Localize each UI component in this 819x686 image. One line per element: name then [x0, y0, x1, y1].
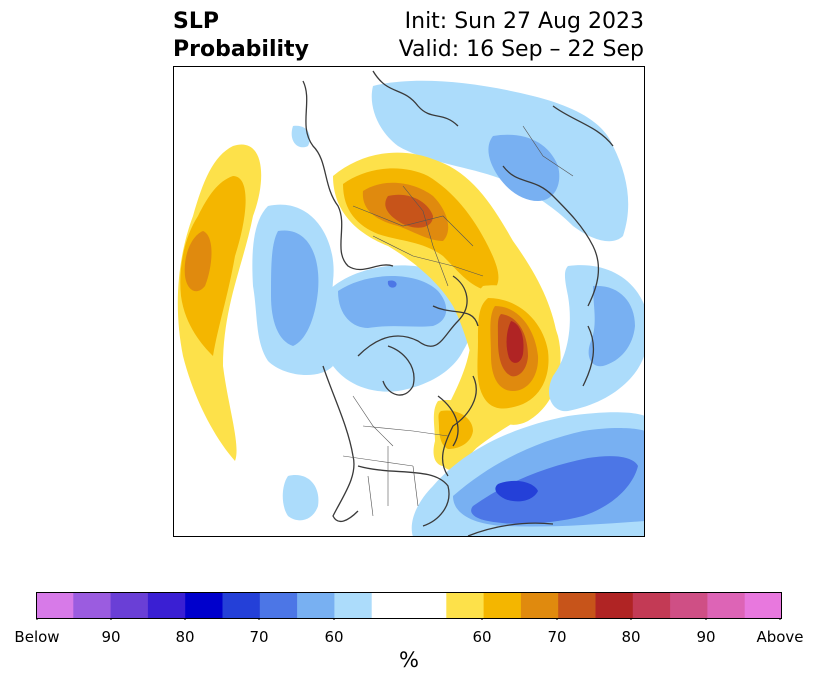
eurasia-negative-region — [291, 80, 629, 242]
init-date: Init: Sun 27 Aug 2023 — [404, 9, 644, 34]
colorbar-tick-label: 70 — [547, 628, 567, 646]
map-frame — [173, 66, 645, 537]
valid-range: Valid: 16 Sep – 22 Sep — [398, 37, 644, 62]
arctic-negative-region — [318, 265, 474, 392]
colorbar-segment — [371, 592, 410, 619]
colorbar-segment — [446, 592, 485, 619]
colorbar-tick-label: 60 — [324, 628, 344, 646]
title-field: Probability — [173, 37, 309, 62]
colorbar-tick-label: 90 — [101, 628, 121, 646]
colorbar-segment — [483, 592, 522, 619]
alaska-negative-region — [252, 204, 334, 376]
colorbar-segment — [707, 592, 746, 619]
colorbar-segment — [36, 592, 74, 619]
colorbar-segment — [259, 592, 298, 619]
colorbar-segment — [147, 592, 186, 619]
country-borders — [342, 125, 574, 517]
colorbar-unit: % — [399, 648, 419, 672]
colorbar-tick-label: 90 — [696, 628, 716, 646]
north-atlantic-negative-region — [549, 265, 645, 412]
colorbar-segment — [632, 592, 671, 619]
atlantic-negative-region — [411, 412, 645, 537]
colorbar — [36, 592, 782, 620]
colorbar-ticks — [36, 619, 781, 620]
colorbar-segment — [110, 592, 149, 619]
colorbar-frame — [36, 592, 782, 619]
colorbar-segment — [409, 592, 447, 619]
colorbar-tick-label: Above — [756, 628, 804, 646]
north-america-negative-region — [282, 475, 319, 521]
colorbar-segment — [595, 592, 634, 619]
coastlines — [302, 70, 614, 537]
colorbar-segment — [744, 592, 782, 619]
colorbar-tick-label: 60 — [472, 628, 492, 646]
colorbar-tick-label: 80 — [621, 628, 641, 646]
colorbar-segment — [73, 592, 112, 619]
colorbar-segment — [558, 592, 596, 619]
probability-map — [173, 66, 645, 537]
colorbar-segment — [297, 592, 335, 619]
map-title-left: SLP Probability — [173, 8, 309, 64]
colorbar-segments — [36, 592, 782, 619]
colorbar-tick-label: 80 — [175, 628, 195, 646]
pacific-positive-region — [177, 144, 262, 461]
colorbar-segment — [670, 592, 708, 619]
colorbar-tick-label: 70 — [249, 628, 269, 646]
colorbar-segment — [222, 592, 261, 619]
colorbar-tick-label: Below — [14, 628, 60, 646]
colorbar-segment — [520, 592, 559, 619]
colorbar-segment — [334, 592, 373, 619]
map-title-right: Init: Sun 27 Aug 2023 Valid: 16 Sep – 22… — [399, 8, 644, 64]
title-variable: SLP — [173, 9, 219, 34]
colorbar-segment — [185, 592, 223, 619]
